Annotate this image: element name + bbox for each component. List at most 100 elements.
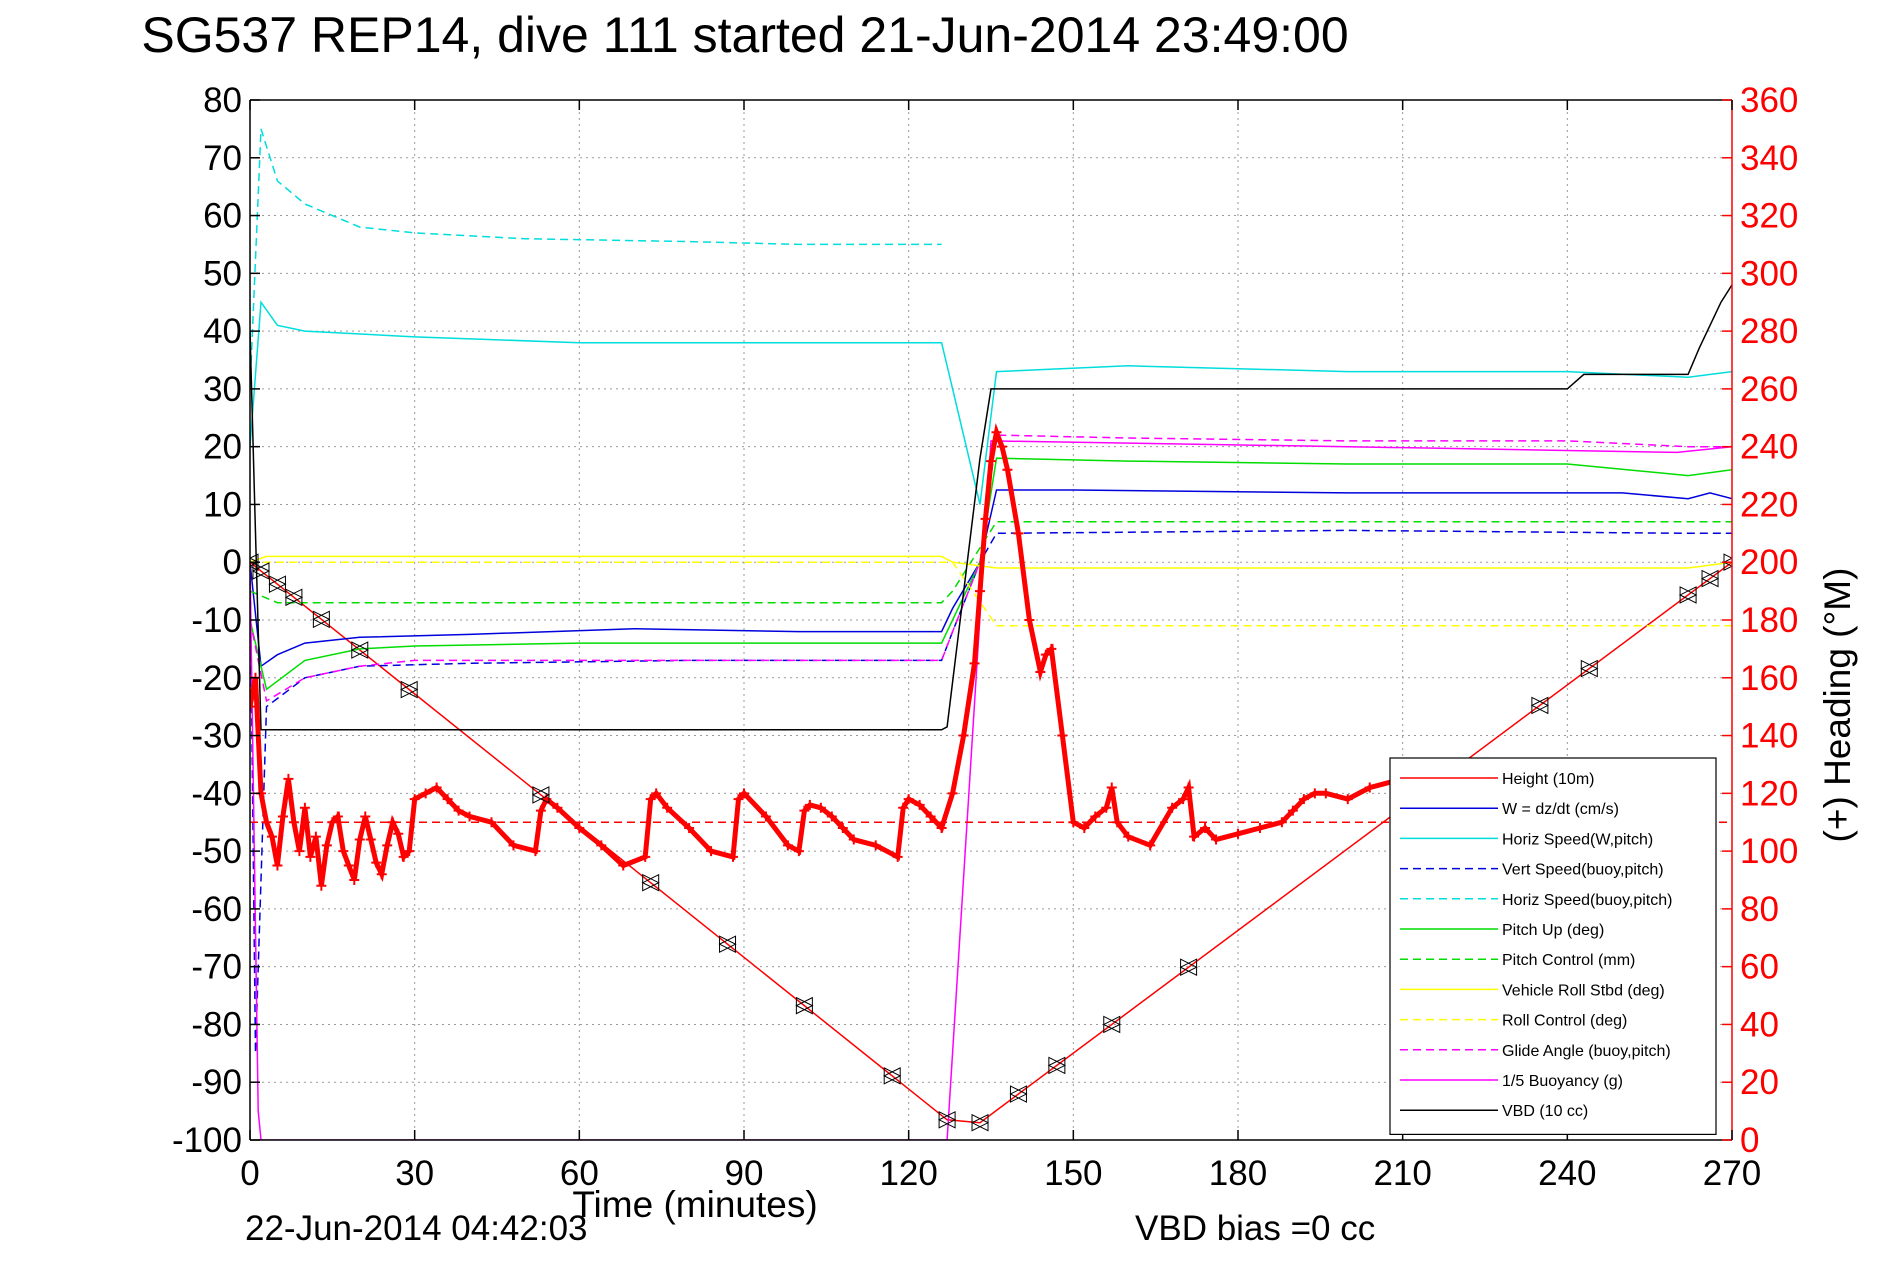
y2-tick-label: 160 bbox=[1740, 659, 1798, 698]
y-tick-label: 60 bbox=[203, 197, 242, 236]
footer-timestamp: 22-Jun-2014 04:42:03 bbox=[245, 1209, 588, 1248]
footer-vbd-bias: VBD bias =0 cc bbox=[1135, 1209, 1375, 1248]
heading-marker bbox=[826, 811, 837, 822]
series-horiz-speed-buoy-pitch bbox=[250, 128, 942, 389]
heading-marker bbox=[283, 773, 294, 784]
legend-label: W = dz/dt (cm/s) bbox=[1502, 801, 1619, 818]
heading-marker bbox=[453, 805, 464, 816]
depth-marker-triangle bbox=[718, 935, 737, 953]
y-tick-label: 10 bbox=[203, 485, 242, 524]
heading-marker bbox=[1013, 528, 1024, 539]
heading-marker bbox=[980, 513, 991, 524]
legend-entry: Pitch Control (mm) bbox=[1400, 952, 1635, 969]
depth-marker-triangle bbox=[1179, 958, 1198, 977]
depth-marker-triangle bbox=[1009, 1085, 1027, 1103]
y2-tick-label: 60 bbox=[1740, 948, 1779, 987]
heading-marker bbox=[848, 834, 859, 845]
x-tick-label: 210 bbox=[1373, 1154, 1431, 1193]
heading-marker bbox=[420, 788, 431, 799]
legend-label: Vehicle Roll Stbd (deg) bbox=[1502, 982, 1665, 999]
heading-marker bbox=[1254, 823, 1265, 833]
heading-marker bbox=[1040, 649, 1051, 660]
y2-tick-label: 280 bbox=[1740, 312, 1798, 351]
legend-entry: Horiz Speed(buoy,pitch) bbox=[1400, 892, 1672, 909]
heading-marker bbox=[640, 851, 651, 862]
heading-marker bbox=[925, 811, 936, 822]
heading-marker bbox=[991, 427, 1002, 438]
legend-entry: 1/5 Buoyancy (g) bbox=[1400, 1073, 1623, 1090]
y2-tick-label: 120 bbox=[1740, 774, 1798, 813]
x-tick-label: 0 bbox=[240, 1154, 259, 1193]
heading-marker bbox=[1024, 615, 1035, 625]
heading-marker bbox=[799, 805, 810, 816]
y2-tick-label: 220 bbox=[1740, 485, 1798, 524]
heading-marker bbox=[898, 802, 909, 813]
heading-marker bbox=[277, 811, 288, 822]
y-tick-label: -60 bbox=[191, 890, 242, 929]
heading-marker bbox=[360, 811, 371, 822]
heading-marker bbox=[903, 794, 914, 805]
heading-marker bbox=[837, 823, 848, 833]
heading-marker bbox=[574, 823, 585, 833]
depth-marker-triangle bbox=[937, 1110, 956, 1129]
legend-label: Roll Control (deg) bbox=[1502, 1013, 1627, 1030]
depth-marker-triangle bbox=[1102, 1015, 1121, 1034]
y-tick-label: 0 bbox=[223, 543, 242, 582]
heading-marker bbox=[1309, 788, 1320, 799]
heading-marker bbox=[1035, 667, 1046, 677]
heading-marker bbox=[1298, 794, 1309, 805]
legend-entry: Roll Control (deg) bbox=[1400, 1013, 1627, 1030]
y-tick-label: 70 bbox=[203, 139, 242, 178]
heading-marker bbox=[343, 860, 354, 871]
y2-tick-label: 200 bbox=[1740, 543, 1798, 582]
heading-marker bbox=[760, 811, 771, 822]
depth-marker-triangle bbox=[1047, 1056, 1066, 1075]
depth-marker-triangle bbox=[268, 575, 286, 593]
heading-marker bbox=[1057, 730, 1068, 741]
y2-tick-label: 140 bbox=[1740, 717, 1798, 756]
heading-marker bbox=[431, 782, 442, 793]
heading-marker bbox=[250, 701, 255, 712]
y2-tick-label: 360 bbox=[1740, 81, 1798, 120]
depth-marker-triangle bbox=[284, 588, 303, 607]
heading-marker bbox=[1046, 643, 1057, 654]
heading-marker bbox=[947, 788, 958, 799]
heading-marker bbox=[371, 857, 382, 868]
heading-marker bbox=[464, 811, 475, 822]
heading-marker bbox=[651, 788, 662, 799]
y-tick-label: -30 bbox=[191, 717, 242, 756]
y-tick-label: -50 bbox=[191, 832, 242, 871]
y-tick-label: 50 bbox=[203, 254, 242, 293]
y-tick-label: 40 bbox=[203, 312, 242, 351]
heading-marker bbox=[975, 586, 986, 597]
heading-marker bbox=[332, 811, 343, 822]
y2-tick-label: 300 bbox=[1740, 254, 1798, 293]
heading-marker bbox=[552, 802, 563, 813]
heading-marker bbox=[316, 880, 327, 891]
y2-tick-label: 320 bbox=[1740, 197, 1798, 236]
x-tick-label: 180 bbox=[1209, 1154, 1267, 1193]
heading-marker bbox=[684, 823, 695, 833]
legend-box bbox=[1389, 757, 1717, 1135]
heading-marker bbox=[1101, 802, 1112, 813]
heading-marker bbox=[739, 788, 749, 799]
x-tick-label: 30 bbox=[395, 1154, 434, 1193]
heading-marker bbox=[733, 794, 744, 805]
legend-entry: Glide Angle (buoy,pitch) bbox=[1400, 1043, 1671, 1060]
depth-marker-triangle bbox=[795, 996, 813, 1015]
legend-label: Pitch Control (mm) bbox=[1502, 952, 1635, 969]
heading-marker bbox=[936, 823, 947, 833]
heading-marker bbox=[1287, 805, 1298, 816]
heading-marker bbox=[530, 846, 541, 857]
heading-marker bbox=[815, 802, 826, 813]
x-axis-label: Time (minutes) bbox=[572, 1184, 817, 1225]
heading-marker bbox=[354, 834, 365, 845]
x-tick-label: 270 bbox=[1703, 1154, 1761, 1193]
heading-marker bbox=[310, 831, 321, 842]
heading-marker bbox=[914, 799, 925, 810]
series-heading-markers bbox=[250, 423, 1397, 891]
heading-marker bbox=[1123, 831, 1134, 842]
heading-marker bbox=[969, 658, 980, 669]
y2-tick-label: 340 bbox=[1740, 139, 1798, 178]
legend-label: Horiz Speed(buoy,pitch) bbox=[1502, 892, 1672, 909]
